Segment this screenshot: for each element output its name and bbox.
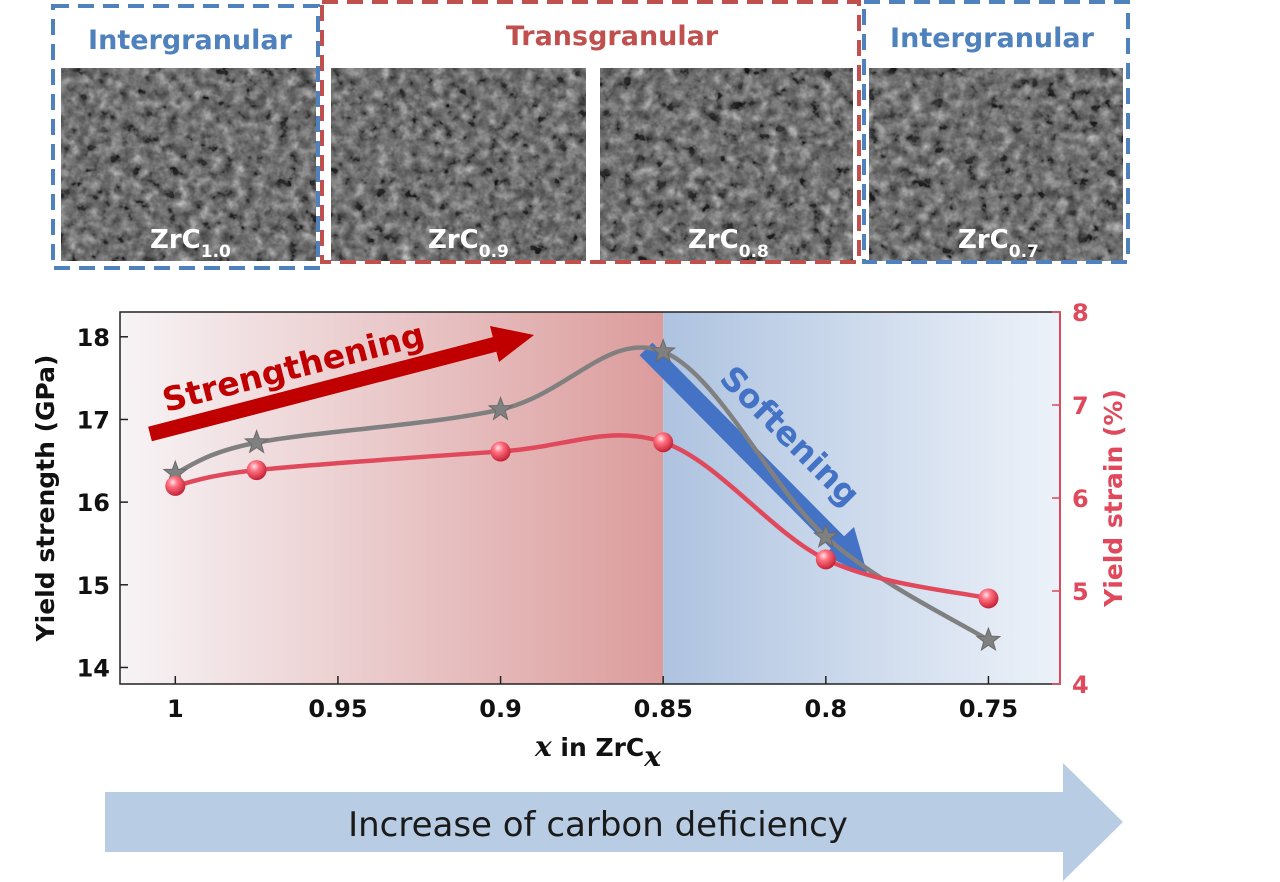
- y2-tick-label: 7: [1072, 392, 1089, 420]
- y-axis-title: Yield strength (GPa): [31, 355, 60, 643]
- strength-point: [813, 523, 839, 548]
- sample-label-zrc10: ZrC1.0: [150, 225, 231, 262]
- sample-label-zrc08: ZrC0.8: [688, 225, 769, 262]
- strain-point: [165, 475, 186, 496]
- banner-text: Increase of carbon deficiency: [348, 805, 848, 845]
- strain-point: [653, 432, 674, 453]
- x-tick-label: 1: [167, 695, 184, 723]
- intergranular-box-right: [862, 0, 1130, 264]
- micrograph-row: ZrC1.0 ZrC0.9 ZrC0.8 ZrC0.7 Intergranula…: [51, 0, 1130, 270]
- y-tick-label: 17: [77, 406, 110, 434]
- strain-point: [490, 441, 511, 462]
- group-label-intergranular-right: Intergranular: [890, 23, 1095, 54]
- sem-panel-zrc10: ZrC1.0: [61, 68, 316, 262]
- x-tick-label: 0.8: [805, 695, 848, 723]
- strength-point: [243, 429, 270, 454]
- strain-point: [978, 588, 999, 609]
- tick-layer: 1 0.95 0.9 0.85 0.8 0.75 14 15 16 17 18 4 5 6 7 8: [77, 299, 1089, 723]
- series-layer: [162, 338, 1002, 652]
- x-axis-title: x in ZrCx: [534, 730, 661, 773]
- y-tick-label: 14: [77, 654, 110, 682]
- sem-panel-zrc08: ZrC0.8: [600, 68, 853, 262]
- group-label-intergranular-left: Intergranular: [88, 25, 293, 56]
- strain-point: [815, 549, 836, 570]
- strength-point: [487, 396, 514, 421]
- carbon-deficiency-banner: Increase of carbon deficiency: [105, 763, 1123, 881]
- sample-label-zrc07: ZrC0.7: [958, 225, 1039, 262]
- sample-label-zrc09: ZrC0.9: [428, 225, 509, 262]
- strength-point: [975, 626, 1002, 652]
- x-tick-label: 0.75: [959, 695, 1018, 723]
- intergranular-box-left: [51, 4, 320, 270]
- sem-panel-zrc07: ZrC0.7: [869, 68, 1123, 262]
- x-tick-label: 0.85: [634, 695, 693, 723]
- group-label-transgranular: Transgranular: [506, 21, 719, 52]
- x-tick-label: 0.95: [308, 695, 367, 723]
- softening-region: [663, 312, 1060, 684]
- y2-tick-label: 5: [1072, 578, 1089, 606]
- y-tick-label: 16: [77, 489, 110, 517]
- y2-tick-label: 8: [1072, 299, 1089, 327]
- strain-point: [246, 460, 267, 481]
- strength-point: [650, 338, 676, 363]
- strengthening-arrow: [148, 326, 534, 442]
- x-tick-label: 0.9: [479, 695, 522, 723]
- sem-panel-zrc09: ZrC0.9: [331, 68, 586, 262]
- y-tick-label: 15: [77, 572, 110, 600]
- y-tick-label: 18: [77, 324, 110, 352]
- y2-axis-title: Yield strain (%): [1099, 389, 1128, 608]
- y2-tick-label: 6: [1072, 485, 1089, 513]
- y2-tick-label: 4: [1072, 671, 1089, 699]
- transgranular-box: [320, 0, 861, 264]
